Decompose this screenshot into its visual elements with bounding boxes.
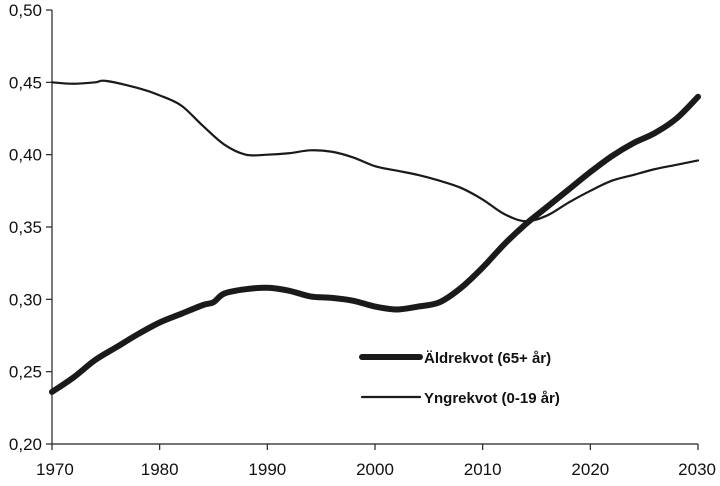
x-tick-label: 2020 (571, 460, 609, 479)
series-line-yngrekvot (50, 79, 700, 223)
y-tick-label: 0,30 (9, 290, 42, 309)
y-tick-label: 0,25 (9, 363, 42, 382)
x-tick-label: 1980 (141, 460, 179, 479)
legend: Äldrekvot (65+ år) Yngrekvot (0-19 år) (359, 350, 560, 407)
legend-label-yngrekvot: Yngrekvot (0-19 år) (424, 390, 560, 407)
x-tick-label: 1970 (36, 460, 74, 479)
x-tick-label: 2000 (356, 460, 394, 479)
y-tick-label: 0,50 (9, 1, 42, 20)
axes: 0,20 0,25 0,30 0,35 0,40 0,45 0,50 1970 1980 1990… (9, 1, 716, 479)
legend-label-aldrekvot: Äldrekvot (65+ år) (424, 350, 551, 367)
x-tick-label: 2010 (464, 460, 502, 479)
y-tick-label: 0,45 (9, 73, 42, 92)
y-tick-label: 0,20 (9, 435, 42, 454)
series-layer (49, 79, 701, 395)
series-line-aldrekvot (49, 93, 701, 395)
y-tick-label: 0,40 (9, 146, 42, 165)
y-tick-label: 0,35 (9, 218, 42, 237)
x-tick-label: 2030 (678, 460, 716, 479)
x-tick-label: 1990 (248, 460, 286, 479)
